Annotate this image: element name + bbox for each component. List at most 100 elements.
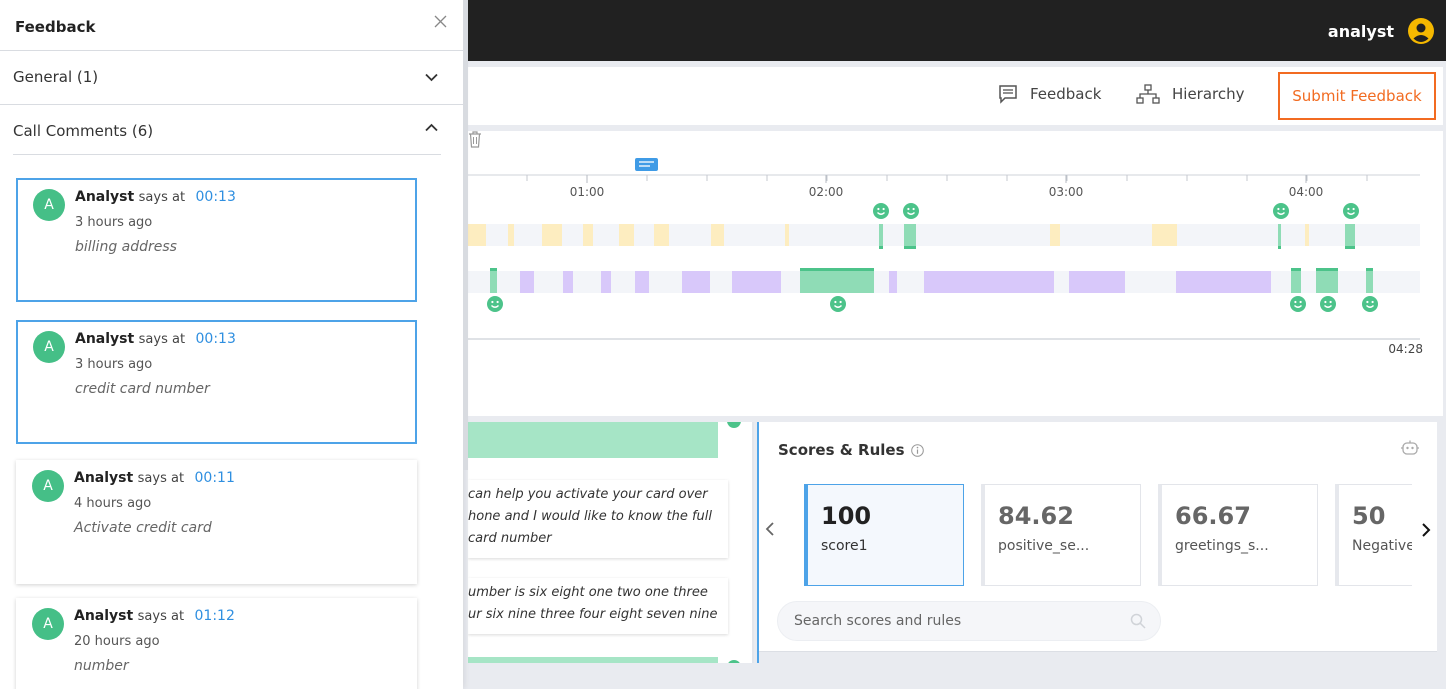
smiley-icon[interactable] <box>1343 203 1359 219</box>
smiley-icon[interactable] <box>873 203 889 219</box>
agent-speech-segment[interactable] <box>468 224 486 246</box>
drawer-scrollbar[interactable] <box>463 0 468 470</box>
agent-speech-segment[interactable] <box>1152 224 1177 246</box>
chevron-down-icon[interactable] <box>425 73 438 82</box>
agent-speech-segment[interactable] <box>654 224 669 246</box>
comment-marker-icon[interactable] <box>635 158 658 171</box>
agent-speech-segment[interactable] <box>711 224 724 246</box>
section-general[interactable]: General (1) <box>0 51 463 105</box>
comment-card[interactable]: A Analyst says at 00:13 3 hours ago bill… <box>16 178 417 302</box>
customer-speech-segment[interactable] <box>490 271 497 293</box>
chevron-left-icon[interactable] <box>765 522 775 536</box>
transcript-message[interactable]: can help you activate your card over hon… <box>468 480 728 558</box>
robot-settings-icon[interactable] <box>1401 440 1419 456</box>
comment-timestamp-link[interactable]: 01:12 <box>194 608 235 624</box>
comment-timestamp-link[interactable]: 00:13 <box>195 331 236 347</box>
agent-speech-segment[interactable] <box>879 224 883 246</box>
sentiment-markers[interactable] <box>487 203 1378 312</box>
customer-speech-segment[interactable] <box>732 271 781 293</box>
customer-speech-segment[interactable] <box>682 271 710 293</box>
call-timeline[interactable]: 01:00 02:00 03:00 04:00 04:28 <box>468 131 1443 416</box>
timeline-tick-labels: 01:00 02:00 03:00 04:00 <box>570 185 1324 199</box>
sentiment-dot <box>727 422 741 428</box>
hierarchy-button[interactable]: Hierarchy <box>1136 84 1245 104</box>
transcript-panel[interactable]: can help you activate your card over hon… <box>468 422 754 663</box>
feedback-label: Feedback <box>1030 85 1102 103</box>
user-avatar-icon[interactable] <box>1408 18 1434 44</box>
smiley-icon[interactable] <box>1273 203 1289 219</box>
customer-speech-segment[interactable] <box>1316 271 1338 293</box>
timeline-chart[interactable]: 01:00 02:00 03:00 04:00 <box>468 131 1443 416</box>
search-icon[interactable] <box>1130 613 1146 629</box>
comment-card[interactable]: A Analyst says at 00:11 4 hours ago Acti… <box>16 460 417 584</box>
transcript-message[interactable]: umber is six eight one two one three ur … <box>468 578 728 634</box>
customer-speech-segment[interactable] <box>889 271 897 293</box>
customer-speech-segment[interactable] <box>563 271 573 293</box>
section-label: Call Comments (6) <box>13 122 154 140</box>
user-name[interactable]: analyst <box>1327 21 1394 41</box>
avatar: A <box>33 189 65 221</box>
smiley-icon[interactable] <box>1362 296 1378 312</box>
agent-speech-segment[interactable] <box>1278 224 1281 246</box>
score-value: 50 <box>1352 502 1386 530</box>
comment-card[interactable]: A Analyst says at 00:13 3 hours ago cred… <box>16 320 417 444</box>
score-search[interactable] <box>777 601 1161 641</box>
customer-speech-segment[interactable] <box>601 271 611 293</box>
comment-text: number <box>74 658 129 674</box>
transcript-scrollbar[interactable] <box>752 422 754 663</box>
comment-card[interactable]: A Analyst says at 01:12 20 hours ago num… <box>16 598 417 689</box>
comment-timestamp-link[interactable]: 00:11 <box>194 470 235 486</box>
agent-speech-segment[interactable] <box>542 224 562 246</box>
agent-speech-segment[interactable] <box>1305 224 1309 246</box>
customer-speech-segment[interactable] <box>1176 271 1271 293</box>
customer-speech-segment[interactable] <box>1291 271 1301 293</box>
agent-speech-segment[interactable] <box>619 224 634 246</box>
chevron-right-icon[interactable] <box>1421 523 1431 537</box>
trash-icon[interactable] <box>468 131 482 148</box>
segment-highlight <box>1278 246 1281 249</box>
agent-speech-segment[interactable] <box>1345 224 1355 246</box>
section-call-comments[interactable]: Call Comments (6) <box>0 105 463 159</box>
smiley-icon[interactable] <box>1290 296 1306 312</box>
submit-feedback-button[interactable]: Submit Feedback <box>1278 72 1436 120</box>
customer-speech-segment[interactable] <box>635 271 649 293</box>
agent-speech-segment[interactable] <box>785 224 789 246</box>
score-card[interactable]: 66.67 greetings_s... <box>1158 484 1318 586</box>
segment-highlight <box>1345 246 1355 249</box>
smiley-icon[interactable] <box>903 203 919 219</box>
customer-speech-segment[interactable] <box>1366 271 1373 293</box>
customer-speech-segment[interactable] <box>924 271 1054 293</box>
score-card[interactable]: 100 score1 <box>804 484 964 586</box>
score-card[interactable]: 84.62 positive_se... <box>981 484 1141 586</box>
timeline-ticks <box>526 175 1368 183</box>
feedback-icon <box>999 85 1017 104</box>
score-name: score1 <box>821 538 868 554</box>
customer-speech-segment[interactable] <box>800 271 874 293</box>
user-menu[interactable]: analyst <box>1328 18 1434 44</box>
smiley-icon[interactable] <box>487 296 503 312</box>
chevron-up-icon[interactable] <box>425 123 438 132</box>
score-card[interactable]: 50 Negative <box>1335 484 1412 586</box>
customer-speech-segment[interactable] <box>520 271 534 293</box>
score-cards: 100 score1 84.62 positive_se... 66.67 gr… <box>804 484 1412 587</box>
comment-age: 4 hours ago <box>74 496 152 511</box>
agent-track <box>468 224 1420 246</box>
hierarchy-label: Hierarchy <box>1172 85 1245 103</box>
search-input[interactable] <box>794 602 1114 640</box>
comment-says: says at <box>137 609 185 624</box>
score-value: 100 <box>821 502 872 530</box>
agent-speech-segment[interactable] <box>1050 224 1060 246</box>
drawer-title: Feedback <box>15 18 96 36</box>
smiley-icon[interactable] <box>830 296 846 312</box>
smiley-icon[interactable] <box>1320 296 1336 312</box>
feedback-button[interactable]: Feedback <box>998 84 1101 104</box>
comment-timestamp-link[interactable]: 00:13 <box>195 189 236 205</box>
agent-speech-segment[interactable] <box>583 224 593 246</box>
close-icon[interactable] <box>434 15 447 28</box>
customer-speech-segment[interactable] <box>1069 271 1125 293</box>
agent-speech-segment[interactable] <box>904 224 916 246</box>
timeline-tick-label: 02:00 <box>809 185 844 199</box>
info-icon[interactable] <box>910 443 924 457</box>
agent-speech-segment[interactable] <box>508 224 514 246</box>
speech-segments[interactable] <box>468 224 1373 293</box>
